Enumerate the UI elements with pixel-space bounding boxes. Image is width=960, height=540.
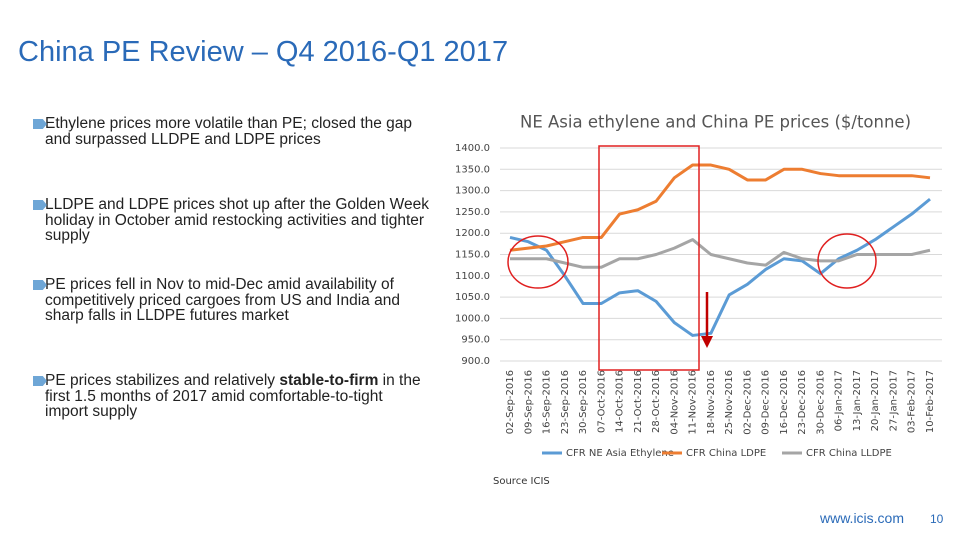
x-tick-label: 16-Sep-2016: [542, 370, 553, 434]
legend-label: CFR NE Asia Ethylene: [566, 448, 674, 459]
highlight-circle: [507, 235, 569, 289]
x-tick-label: 23-Dec-2016: [797, 370, 808, 435]
slide-title: China PE Review – Q4 2016-Q1 2017: [18, 36, 509, 68]
bullet: PE prices fell in Nov to mid-Dec amid av…: [45, 277, 430, 324]
chart-source: Source ICIS: [493, 476, 550, 487]
x-tick-label: 28-Oct-2016: [651, 370, 662, 433]
x-tick-label: 10-Feb-2017: [925, 370, 936, 433]
x-tick-label: 11-Nov-2016: [688, 370, 699, 435]
x-tick-label: 02-Sep-2016: [505, 370, 516, 434]
plot: 900.0 950.0 1000.0 1050.0 1100.0 1150.0 1200.0…: [455, 143, 942, 459]
y-tick-label: 1350.0: [455, 164, 490, 175]
x-tick-label: 30-Dec-2016: [815, 370, 826, 435]
bullet-bold: stable-to-firm: [279, 372, 379, 389]
series-line: [509, 163, 931, 252]
page-number: 10: [930, 512, 944, 526]
x-tick-label: 02-Dec-2016: [742, 370, 753, 435]
y-tick-label: 1100.0: [455, 271, 490, 282]
y-tick-label: 1200.0: [455, 228, 490, 239]
highlight-circle: [817, 233, 877, 289]
bullet: PE prices stabilizes and relatively stab…: [45, 373, 430, 420]
series-line: [510, 238, 931, 269]
highlight-box: [598, 145, 700, 371]
x-tick-label: 27-Jan-2017: [888, 370, 899, 431]
x-tick-label: 03-Feb-2017: [907, 370, 918, 433]
arrow-head: [701, 336, 713, 348]
x-tick-label: 16-Dec-2016: [779, 370, 790, 435]
chart-title: NE Asia ethylene and China PE prices ($/…: [520, 113, 911, 132]
y-tick-label: 1250.0: [455, 207, 490, 218]
footer-url: www.icis.com: [820, 510, 905, 526]
x-tick-label: 13-Jan-2017: [852, 370, 863, 431]
bullet: Ethylene prices more volatile than PE; c…: [45, 116, 430, 147]
bullet: LLDPE and LDPE prices shot up after the …: [45, 196, 429, 244]
x-tick-label: 20-Jan-2017: [870, 370, 881, 431]
x-tick-label: 18-Nov-2016: [706, 370, 717, 435]
y-tick-label: 1400.0: [455, 143, 490, 154]
y-tick-label: 1050.0: [455, 292, 490, 303]
x-tick-label: 09-Sep-2016: [523, 370, 534, 434]
x-tick-label: 09-Dec-2016: [761, 370, 772, 435]
legend-label: CFR China LLDPE: [806, 448, 892, 459]
x-tick-label: 30-Sep-2016: [578, 370, 589, 434]
y-tick-label: 1150.0: [455, 250, 490, 261]
y-tick-label: 900.0: [461, 356, 490, 367]
bullet-text: PE prices stabilizes and relatively: [45, 372, 280, 389]
x-tick-label: 25-Nov-2016: [724, 370, 735, 435]
x-tick-label: 06-Jan-2017: [834, 370, 845, 431]
y-tick-label: 1300.0: [455, 186, 490, 197]
x-tick-label: 07-Oct-2016: [596, 370, 607, 433]
series-line: [509, 197, 931, 337]
x-tick-label: 04-Nov-2016: [669, 370, 680, 435]
y-tick-label: 950.0: [461, 335, 490, 346]
x-tick-label: 23-Sep-2016: [560, 370, 571, 434]
legend-label: CFR China LDPE: [686, 448, 766, 459]
bullet-text: in the first 1.5 months of 2017 amid com…: [45, 372, 421, 420]
y-tick-label: 1000.0: [455, 313, 490, 324]
x-tick-label: 14-Oct-2016: [615, 370, 626, 433]
x-tick-label: 21-Oct-2016: [633, 370, 644, 433]
